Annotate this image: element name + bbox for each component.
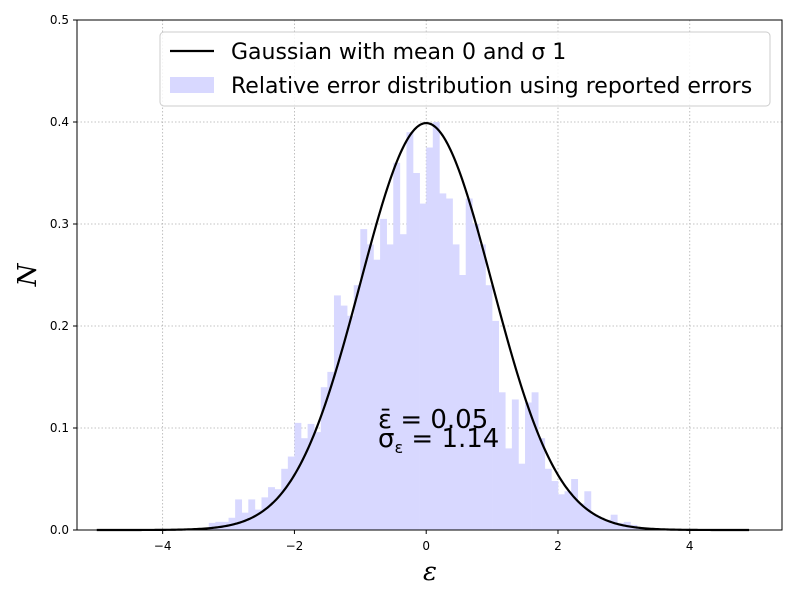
y-axis-label: N xyxy=(13,262,43,287)
histogram-bar xyxy=(551,481,559,530)
y-tick-label: 0.4 xyxy=(50,115,69,129)
histogram-bar xyxy=(320,387,328,530)
histogram-bar xyxy=(590,514,598,530)
histogram-bar xyxy=(419,203,427,530)
plot-frame xyxy=(76,19,783,531)
histogram-bar xyxy=(261,497,269,530)
histogram-bar xyxy=(274,489,282,530)
histogram-bar xyxy=(465,198,473,530)
histogram-bar xyxy=(604,519,611,530)
histogram-bar xyxy=(399,234,407,530)
histogram-bar xyxy=(459,275,467,530)
x-axis-ticks: −4 −2 0 2 4 xyxy=(154,530,694,553)
histogram-bar xyxy=(478,244,486,530)
histogram-bar xyxy=(314,432,322,530)
histogram-bar xyxy=(353,285,361,530)
histogram-bar xyxy=(538,438,546,530)
legend-label-gaussian: Gaussian with mean 0 and σ 1 xyxy=(231,40,566,65)
histogram-bar xyxy=(472,224,480,530)
x-tick-label: 2 xyxy=(554,539,562,553)
histogram-bar xyxy=(386,244,394,530)
histogram-bar xyxy=(617,522,625,530)
x-tick-label: −2 xyxy=(286,539,304,553)
histogram-bar xyxy=(301,438,308,530)
histogram-bar xyxy=(347,315,355,530)
histogram-bar xyxy=(571,479,579,530)
histogram-bar xyxy=(268,487,275,530)
x-tick-label: −4 xyxy=(154,539,172,553)
histogram-bar xyxy=(597,517,605,530)
histogram-bar xyxy=(557,494,565,530)
y-tick-label: 0.5 xyxy=(50,13,69,27)
gaussian-curve xyxy=(96,121,750,532)
histogram-bar xyxy=(544,468,552,530)
annotation-mean: ε̄ = 0.05 xyxy=(378,405,488,435)
histogram-bars xyxy=(208,122,658,531)
annotation-sigma-symbol: σ xyxy=(378,424,394,454)
annotation-sigma: σε = 1.14 xyxy=(378,424,499,457)
x-tick-label: 4 xyxy=(686,539,694,553)
legend-patch-swatch xyxy=(170,77,214,93)
legend-box xyxy=(159,31,771,107)
histogram-bar xyxy=(235,499,243,530)
annotation-sigma-value: = 1.14 xyxy=(403,424,499,454)
histogram-bar xyxy=(445,198,453,530)
x-axis-label: ε xyxy=(423,557,437,587)
histogram-bar xyxy=(432,122,440,530)
histogram-bar xyxy=(505,448,513,530)
legend-label-histogram: Relative error distribution using report… xyxy=(231,74,752,99)
histogram-bar xyxy=(511,399,519,530)
histogram-bar xyxy=(406,132,414,530)
y-tick-label: 0.2 xyxy=(50,319,69,333)
histogram-bar xyxy=(452,244,460,530)
x-tick-label: 0 xyxy=(422,539,430,553)
histogram-bar xyxy=(340,305,348,530)
histogram-bar xyxy=(492,320,499,530)
histogram-bar xyxy=(327,371,335,530)
histogram-bar xyxy=(307,423,315,530)
histogram-bar xyxy=(248,499,256,530)
histogram-bar xyxy=(413,173,420,530)
histogram-bar xyxy=(215,521,223,530)
y-axis-ticks: 0.0 0.1 0.2 0.3 0.4 0.5 xyxy=(50,13,77,537)
histogram-bar xyxy=(564,491,572,530)
histogram-bar xyxy=(366,244,374,530)
histogram-bar xyxy=(531,392,539,530)
histogram-bar xyxy=(380,218,387,530)
histogram-bar xyxy=(525,402,532,530)
histogram-bar xyxy=(360,229,368,530)
histogram-bar xyxy=(577,503,585,530)
histogram-bar xyxy=(498,392,506,530)
histogram-bar xyxy=(333,295,341,530)
histogram-bar xyxy=(208,522,216,530)
y-tick-label: 0.0 xyxy=(50,523,69,537)
histogram-bar xyxy=(254,509,262,530)
histogram-bar xyxy=(439,193,447,530)
histogram-bar xyxy=(393,162,401,531)
histogram-bar xyxy=(373,259,381,530)
y-tick-label: 0.3 xyxy=(50,217,69,231)
histogram-bar xyxy=(281,468,289,530)
histogram-bar xyxy=(485,285,493,530)
y-tick-label: 0.1 xyxy=(50,421,69,435)
histogram-bar xyxy=(294,422,302,530)
histogram-bar xyxy=(287,456,295,530)
histogram-bar xyxy=(426,147,434,530)
legend: Gaussian with mean 0 and σ 1 Relative er… xyxy=(159,31,771,107)
histogram-bar xyxy=(518,463,526,530)
annotation-sigma-subscript: ε xyxy=(394,438,403,457)
